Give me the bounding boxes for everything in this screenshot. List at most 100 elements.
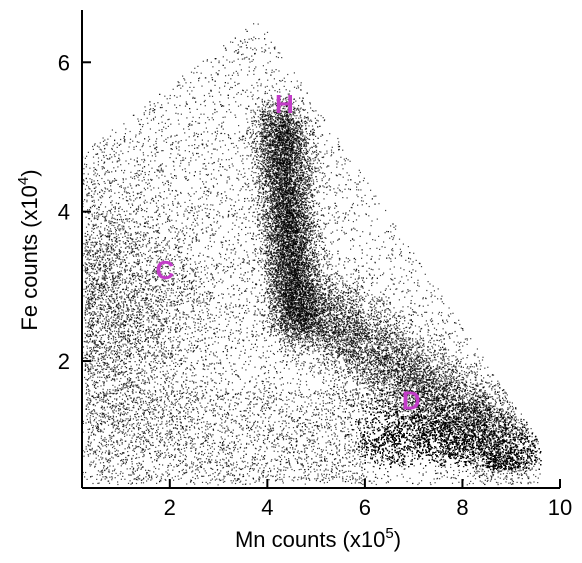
- data-point: [338, 161, 339, 162]
- data-point: [210, 327, 211, 328]
- data-point: [301, 82, 302, 83]
- data-point: [238, 51, 239, 52]
- data-point: [389, 418, 390, 419]
- data-point: [141, 159, 142, 160]
- data-point: [303, 477, 304, 478]
- data-point: [343, 472, 344, 473]
- data-point: [261, 83, 262, 84]
- data-point: [369, 268, 370, 269]
- data-point: [334, 394, 335, 395]
- data-point: [177, 212, 178, 213]
- data-point: [139, 475, 140, 476]
- data-point: [116, 425, 117, 426]
- data-point: [247, 96, 248, 97]
- data-point: [97, 414, 98, 415]
- data-point: [227, 453, 228, 454]
- data-point: [312, 375, 313, 376]
- data-point: [510, 482, 511, 483]
- data-point: [189, 164, 190, 165]
- data-point: [248, 311, 249, 312]
- data-point: [453, 355, 454, 356]
- data-point: [203, 61, 204, 62]
- data-point: [258, 463, 259, 464]
- data-point: [119, 219, 120, 220]
- data-point: [83, 289, 84, 290]
- data-point: [314, 365, 315, 366]
- data-point: [358, 265, 359, 266]
- data-point: [210, 295, 211, 296]
- data-point: [117, 266, 118, 267]
- data-point: [190, 112, 191, 113]
- data-point: [249, 67, 250, 68]
- data-point: [154, 316, 155, 317]
- data-point: [149, 382, 150, 383]
- data-point: [408, 339, 409, 340]
- data-point: [203, 421, 204, 422]
- data-point: [108, 450, 109, 451]
- data-point: [308, 397, 309, 398]
- data-point: [448, 334, 449, 335]
- data-point: [86, 194, 87, 195]
- data-point: [215, 58, 216, 59]
- data-point: [226, 111, 227, 112]
- data-point: [287, 74, 288, 75]
- data-point: [195, 382, 196, 383]
- data-point: [103, 193, 104, 194]
- data-point: [129, 410, 130, 411]
- data-point: [198, 123, 199, 124]
- data-point: [186, 117, 187, 118]
- data-point: [112, 162, 113, 163]
- data-point: [249, 137, 250, 138]
- data-point: [308, 428, 309, 429]
- data-point: [142, 456, 143, 457]
- data-point: [104, 140, 105, 141]
- data-point: [193, 271, 194, 272]
- data-point: [267, 232, 268, 233]
- data-point: [149, 171, 150, 172]
- data-point: [141, 314, 142, 315]
- data-point: [209, 427, 210, 428]
- data-point: [120, 214, 121, 215]
- data-point: [187, 90, 188, 91]
- data-point: [420, 335, 421, 336]
- data-point: [226, 182, 227, 183]
- data-point: [244, 386, 245, 387]
- data-point: [241, 161, 242, 162]
- data-point: [168, 470, 169, 471]
- data-point: [162, 131, 163, 132]
- data-point: [284, 456, 285, 457]
- data-point: [86, 249, 87, 250]
- data-point: [332, 378, 333, 379]
- data-point: [205, 100, 206, 101]
- data-point: [528, 477, 529, 478]
- data-point: [164, 407, 165, 408]
- data-point: [417, 282, 418, 283]
- data-point: [213, 354, 214, 355]
- data-point: [225, 117, 226, 118]
- data-point: [212, 117, 213, 118]
- data-point: [233, 307, 234, 308]
- data-point: [270, 52, 271, 53]
- data-point: [231, 208, 232, 209]
- data-point: [337, 230, 338, 231]
- data-point: [350, 161, 351, 162]
- data-point: [351, 483, 352, 484]
- data-point: [179, 366, 180, 367]
- data-point: [230, 366, 231, 367]
- data-point: [257, 154, 258, 155]
- data-point: [240, 329, 241, 330]
- data-point: [214, 287, 215, 288]
- data-point: [372, 430, 373, 431]
- data-point: [370, 457, 371, 458]
- data-point: [157, 404, 158, 405]
- data-point: [253, 70, 254, 71]
- data-point: [266, 73, 267, 74]
- data-point: [220, 399, 221, 400]
- data-point: [438, 345, 439, 346]
- data-point: [144, 201, 145, 202]
- data-point: [336, 447, 337, 448]
- data-point: [183, 445, 184, 446]
- data-point: [102, 166, 103, 167]
- data-point: [200, 447, 201, 448]
- data-point: [293, 351, 294, 352]
